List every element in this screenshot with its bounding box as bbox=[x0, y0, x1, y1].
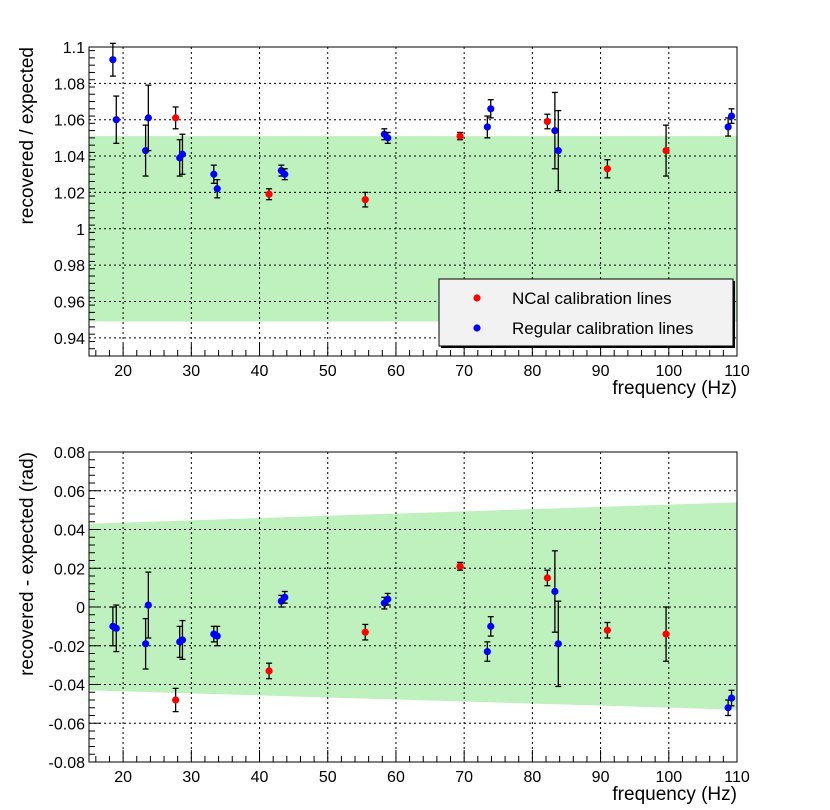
regular-data-point bbox=[551, 587, 559, 596]
y-axis-label: recovered / expected bbox=[17, 47, 38, 224]
x-tick-label: 30 bbox=[182, 363, 200, 380]
x-tick-label: 20 bbox=[114, 363, 132, 380]
x-tick-label: 80 bbox=[523, 363, 541, 380]
y-tick-label: 1.04 bbox=[54, 149, 85, 166]
ncal-data-point bbox=[662, 630, 670, 638]
chart-panel-phase: -0.08 -0.06 -0.04 -0.02 0 0.02 0.04 0.06 0.08 20 3… bbox=[17, 445, 750, 805]
regular-data-point bbox=[384, 595, 392, 603]
y-tick-label: 0.96 bbox=[54, 294, 85, 311]
y-tick-label: -0.04 bbox=[49, 678, 86, 695]
y-tick-label: 1.06 bbox=[54, 113, 85, 130]
uncertainty-band bbox=[89, 136, 737, 322]
regular-data-point bbox=[144, 114, 152, 122]
x-tick-label: 110 bbox=[724, 363, 750, 380]
ncal-data-point bbox=[172, 114, 180, 122]
legend-label: Regular calibration lines bbox=[512, 319, 693, 338]
regular-data-point bbox=[112, 624, 120, 632]
regular-data-point bbox=[487, 622, 495, 630]
regular-data-point bbox=[487, 105, 495, 113]
regular-data-point bbox=[210, 170, 218, 178]
x-tick-label: 40 bbox=[251, 769, 269, 786]
x-tick-label: 30 bbox=[182, 769, 200, 786]
y-tick-label: -0.08 bbox=[49, 755, 86, 772]
y-tick-label: 0.02 bbox=[54, 561, 85, 578]
ncal-data-point bbox=[456, 562, 464, 570]
regular-data-point bbox=[109, 56, 117, 64]
x-tick-label: 90 bbox=[592, 363, 610, 380]
regular-data-point bbox=[483, 123, 491, 131]
y-tick-label: 0.06 bbox=[54, 484, 85, 501]
ncal-data-point bbox=[603, 626, 612, 634]
chart-panel-amplitude: 0.94 0.96 0.98 1 1.02 1.04 1.06 1.08 1.1 20 30 40 50… bbox=[17, 40, 750, 399]
x-tick-label: 80 bbox=[523, 769, 541, 786]
ncal-data-point bbox=[361, 196, 369, 204]
regular-data-point bbox=[144, 601, 152, 609]
regular-data-point bbox=[724, 123, 732, 131]
regular-data-point bbox=[281, 593, 289, 601]
legend-box bbox=[438, 278, 734, 347]
ncal-data-point bbox=[265, 667, 273, 675]
y-tick-label: 1.02 bbox=[54, 185, 85, 202]
y-tick-label: -0.06 bbox=[49, 716, 86, 733]
x-tick-label: 60 bbox=[387, 363, 405, 380]
regular-data-point bbox=[727, 112, 736, 120]
x-axis-label: frequency (Hz) bbox=[612, 784, 737, 805]
y-tick-label: -0.02 bbox=[49, 639, 86, 656]
x-tick-label: 100 bbox=[655, 769, 682, 786]
ncal-data-point bbox=[361, 628, 369, 636]
regular-data-point bbox=[483, 647, 491, 656]
ncal-data-point bbox=[662, 147, 670, 155]
y-tick-label: 0 bbox=[76, 600, 85, 617]
ncal-data-point bbox=[172, 696, 180, 704]
regular-data-point bbox=[213, 185, 221, 193]
x-tick-label: 40 bbox=[251, 363, 269, 380]
ncal-data-point bbox=[603, 165, 612, 173]
regular-data-point bbox=[142, 640, 150, 648]
regular-data-point bbox=[213, 632, 221, 640]
ncal-data-point bbox=[456, 132, 464, 140]
x-tick-label: 50 bbox=[319, 363, 337, 380]
regular-data-point bbox=[178, 150, 187, 158]
x-tick-label: 110 bbox=[724, 769, 750, 786]
regular-data-point bbox=[727, 694, 736, 702]
regular-data-point bbox=[112, 116, 120, 124]
y-axis-label: recovered - expected (rad) bbox=[17, 452, 38, 676]
y-tick-label: 0.98 bbox=[54, 258, 85, 275]
legend-marker bbox=[473, 324, 481, 332]
ncal-data-point bbox=[543, 574, 551, 582]
y-tick-label: 1.08 bbox=[54, 76, 85, 93]
ncal-data-point bbox=[265, 190, 273, 198]
x-tick-label: 20 bbox=[114, 769, 132, 786]
regular-data-point bbox=[384, 134, 392, 142]
y-tick-label: 1.1 bbox=[63, 40, 85, 57]
x-tick-label: 100 bbox=[655, 363, 682, 380]
legend: NCal calibration lines Regular calibratio… bbox=[438, 278, 735, 348]
x-tick-label: 90 bbox=[592, 769, 610, 786]
y-tick-label: 0.94 bbox=[54, 331, 85, 348]
x-tick-label: 70 bbox=[455, 769, 473, 786]
x-tick-label: 50 bbox=[319, 769, 337, 786]
x-axis-label: frequency (Hz) bbox=[612, 378, 737, 399]
regular-data-point bbox=[554, 640, 562, 648]
regular-data-point bbox=[178, 636, 187, 644]
regular-data-point bbox=[554, 147, 562, 155]
plot-frame bbox=[88, 46, 738, 357]
y-tick-label: 1 bbox=[76, 222, 85, 239]
y-tick-label: 0.04 bbox=[54, 523, 85, 540]
y-tick-label: 0.08 bbox=[54, 445, 85, 462]
uncertainty-band bbox=[89, 502, 737, 710]
legend-label: NCal calibration lines bbox=[512, 289, 672, 308]
regular-data-point bbox=[281, 170, 289, 178]
x-tick-label: 60 bbox=[387, 769, 405, 786]
legend-marker bbox=[473, 294, 481, 302]
ncal-data-point bbox=[543, 117, 551, 126]
x-tick-label: 70 bbox=[455, 363, 473, 380]
regular-data-point bbox=[551, 127, 559, 135]
